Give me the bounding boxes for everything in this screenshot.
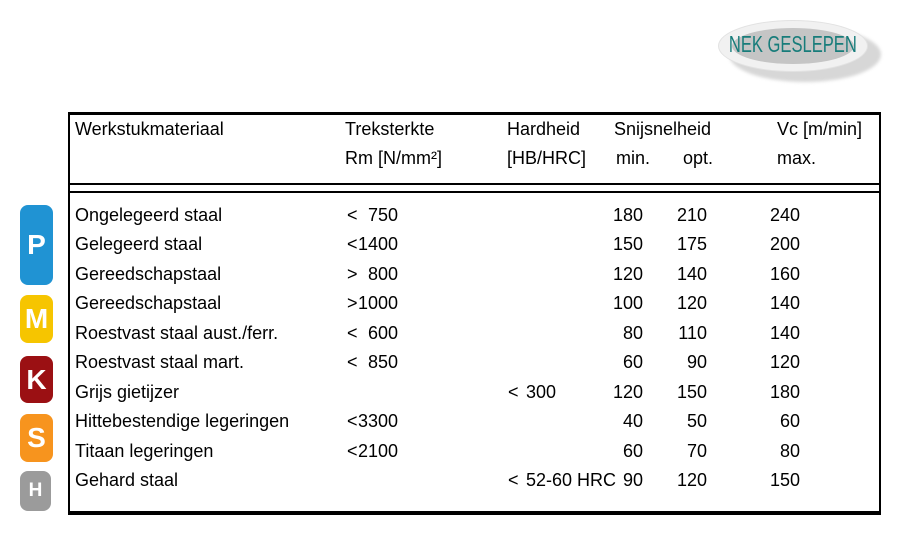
cell-vc-opt: 110 (678, 322, 707, 343)
cell-vc-max: 120 (769, 352, 800, 373)
cell-tensile-sign: < (347, 234, 358, 255)
header-treksterkte: Treksterkte (345, 119, 435, 139)
table-row: Roestvast staal mart. < 850 60 90 120 (70, 348, 879, 377)
cell-tensile-sign: > (347, 263, 358, 284)
cell-vc-max: 60 (779, 411, 800, 432)
cell-tensile-value: 3300 (357, 411, 398, 432)
table-row: Gereedschapstaal > 800 120 140 160 (70, 260, 879, 289)
cell-hardness-value: 52-60 HRC (526, 469, 617, 490)
cell-vc-min: 180 (612, 205, 643, 225)
cell-material: Hittebestendige legeringen (75, 411, 290, 432)
cell-hardness-sign: < (508, 469, 519, 490)
table-row: Ongelegeerd staal < 750 180 210 240 (70, 201, 879, 230)
cell-vc-min: 40 (622, 411, 643, 432)
cell-vc-min: 60 (622, 440, 643, 461)
cell-vc-min: 150 (612, 234, 643, 255)
cell-tensile-value: 2100 (357, 440, 398, 461)
header-vc-unit: Vc [m/min] (777, 119, 863, 139)
cell-vc-max: 160 (769, 263, 800, 284)
nek-geslepen-logo: NEK GESLEPEN (715, 14, 887, 86)
cell-vc-opt: 140 (676, 263, 707, 284)
cell-vc-min: 100 (612, 293, 643, 314)
cell-tensile-value (350, 378, 398, 407)
cell-material: Gereedschapstaal (75, 263, 222, 284)
cell-material: Ongelegeerd staal (75, 205, 223, 225)
cell-tensile-sign: < (347, 411, 358, 432)
cell-vc-min: 120 (612, 263, 643, 284)
cell-vc-max: 140 (769, 293, 800, 314)
cell-tensile-sign: < (347, 322, 358, 343)
cell-vc-opt: 50 (686, 411, 707, 432)
cell-vc-opt: 70 (686, 440, 707, 461)
table-row: Hittebestendige legeringen < 3300 40 50 … (70, 407, 879, 436)
table-row: Gehard staal < 52-60 HRC 90 120 150 (70, 466, 879, 495)
cell-tensile-sign: < (347, 352, 358, 373)
badge-p: P (20, 205, 53, 285)
badge-k: K (20, 356, 53, 403)
cell-tensile-value: 800 (367, 263, 398, 284)
cell-vc-opt: 210 (676, 205, 707, 225)
header-min: min. (616, 148, 651, 168)
cell-hardness-value: 300 (526, 381, 557, 402)
header-rm-unit: Rm [N/mm²] (345, 148, 442, 168)
badge-m: M (20, 295, 53, 343)
cell-material: Gereedschapstaal (75, 293, 222, 314)
cell-vc-opt: 90 (686, 352, 707, 373)
cell-tensile-value: 750 (367, 205, 398, 225)
cell-tensile-value: 850 (367, 352, 398, 373)
table-row: Gelegeerd staal < 1400 150 175 200 (70, 230, 879, 259)
header-werkstukmateriaal: Werkstukmateriaal (75, 119, 224, 139)
cell-hardness-sign: < (508, 381, 519, 402)
cell-material: Gelegeerd staal (75, 234, 203, 255)
header-separator-line-1 (70, 183, 879, 185)
cell-material: Roestvast staal mart. (75, 352, 245, 373)
cell-vc-max: 240 (769, 205, 800, 225)
table-row: Gereedschapstaal > 1000 100 120 140 (70, 289, 879, 318)
table-row: Grijs gietijzer < 300 120 150 180 (70, 378, 879, 407)
cell-vc-min: 120 (612, 381, 643, 402)
cell-vc-max: 200 (769, 234, 800, 255)
logo-text: NEK GESLEPEN (729, 30, 857, 57)
badge-s: S (20, 414, 53, 462)
cell-tensile-value (350, 466, 398, 495)
badge-h: H (20, 471, 51, 511)
cell-tensile-value: 600 (367, 322, 398, 343)
cell-tensile-sign: > (347, 293, 358, 314)
cell-vc-opt: 120 (676, 293, 707, 314)
cell-vc-min: 60 (622, 352, 643, 373)
cell-vc-opt: 120 (676, 469, 707, 490)
cell-tensile-value: 1400 (357, 234, 398, 255)
cell-material: Titaan legeringen (75, 440, 214, 461)
cell-vc-opt: 150 (676, 381, 707, 402)
header-hb-hrc-unit: [HB/HRC] (507, 148, 587, 168)
cell-material: Roestvast staal aust./ferr. (75, 322, 279, 343)
cutting-speed-table: Werkstukmateriaal Treksterkte Rm [N/mm²]… (68, 112, 881, 515)
logo-inner-ellipse (732, 28, 854, 64)
cell-vc-max: 80 (779, 440, 800, 461)
header-opt: opt. (683, 148, 714, 168)
cell-vc-max: 140 (769, 322, 800, 343)
cell-vc-max: 180 (769, 381, 800, 402)
header-max: max. (777, 148, 817, 168)
cell-tensile-sign: < (347, 440, 358, 461)
cell-vc-opt: 175 (676, 234, 707, 255)
cell-vc-max: 150 (769, 469, 800, 490)
header-hardheid: Hardheid (507, 119, 581, 139)
header-snijsnelheid: Snijsnelheid (614, 119, 712, 139)
cell-vc-min: 80 (622, 322, 643, 343)
header-separator-line-2 (70, 191, 879, 193)
cell-tensile-sign: < (347, 205, 358, 225)
cell-vc-min: 90 (622, 469, 643, 490)
table-body: Ongelegeerd staal < 750 180 210 240 Gele… (70, 201, 879, 495)
logo-text-wrap: NEK GESLEPEN (718, 18, 868, 70)
table-row: Titaan legeringen < 2100 60 70 80 (70, 437, 879, 466)
cell-tensile-value: 1000 (357, 293, 398, 314)
cell-material: Gehard staal (75, 469, 179, 490)
cell-material: Grijs gietijzer (75, 381, 180, 402)
table-row: Roestvast staal aust./ferr. < 600 80 110… (70, 319, 879, 348)
